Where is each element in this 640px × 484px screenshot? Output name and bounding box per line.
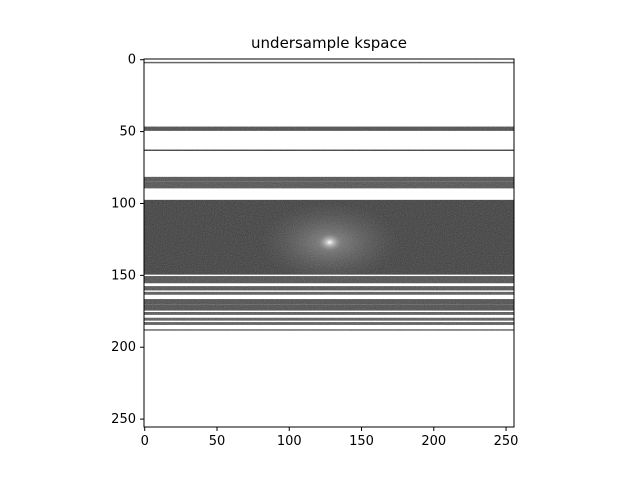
sampled-row-texture [144, 317, 514, 321]
x-tick-label: 250 [494, 434, 519, 449]
x-tick-label: 200 [421, 434, 446, 449]
x-tick-label: 0 [141, 434, 149, 449]
y-tick-label: 150 [111, 268, 136, 283]
axes-frame [143, 58, 515, 428]
sampled-row-texture [144, 312, 514, 315]
x-tick-label: 150 [349, 434, 374, 449]
axes: 0 50 100 150 200 250 0 50 100 150 200 250 [111, 53, 518, 449]
sampled-row-texture [144, 181, 514, 189]
sampled-row-texture [144, 329, 514, 331]
y-tick-label: 50 [119, 125, 136, 140]
chart-title: undersample kspace [251, 34, 407, 52]
y-tick-label: 100 [111, 196, 136, 211]
sampled-row-texture [144, 126, 514, 131]
y-tick-label: 250 [111, 412, 136, 427]
sampled-row-texture [144, 176, 514, 182]
sampled-row-texture [144, 304, 514, 311]
kspace-image [144, 59, 514, 427]
sampled-row-texture [144, 149, 514, 151]
y-tick-label: 200 [111, 340, 136, 355]
sampled-row-texture [144, 286, 514, 291]
sampled-row-texture [144, 61, 514, 64]
y-tick-label: 0 [128, 53, 136, 68]
sampled-row-texture [144, 299, 514, 305]
x-tick-label: 100 [277, 434, 302, 449]
kspace-center-peak [317, 233, 342, 252]
sampled-row-texture [144, 291, 514, 295]
sampled-row-texture [144, 322, 514, 325]
x-tick-label: 50 [209, 434, 226, 449]
